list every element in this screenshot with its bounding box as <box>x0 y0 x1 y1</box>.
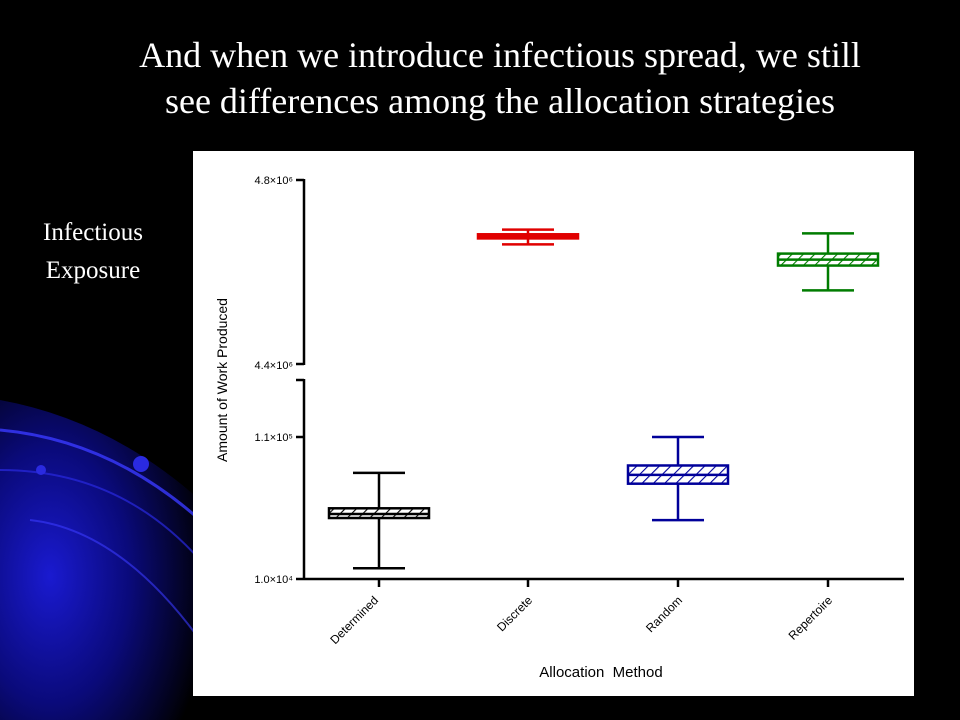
slide-title-line-2: see differences among the allocation str… <box>164 81 836 121</box>
side-label-line-1: Infectious <box>43 219 143 246</box>
slide-title-line-1: And when we introduce infectious spread,… <box>139 35 861 75</box>
background-swoosh-decoration <box>0 400 200 720</box>
y-tick-label: 1.1×10⁵ <box>254 432 293 444</box>
x-axis-label: Allocation Method <box>539 664 662 681</box>
chart-panel: 4.8×10⁶ 4.4×10⁶ 1.1×10⁵ 1.0×10⁴ Amount o… <box>193 151 914 696</box>
x-tick-label-random: Random <box>643 593 685 635</box>
x-tick-label-determined: Determined <box>327 593 381 647</box>
box-plot-series <box>327 228 880 570</box>
y-axis-label: Amount of Work Produced <box>214 298 230 462</box>
y-tick-label: 4.4×10⁶ <box>255 360 293 372</box>
side-label: Infectious Exposure <box>18 214 168 290</box>
y-tick-label: 4.8×10⁶ <box>255 175 293 187</box>
slide-title: And when we introduce infectious spread,… <box>60 32 940 124</box>
side-label-line-2: Exposure <box>45 257 141 284</box>
y-tick-label: 1.0×10⁴ <box>254 574 293 586</box>
x-tick-label-repertoire: Repertoire <box>786 593 836 643</box>
box-plot-chart: 4.8×10⁶ 4.4×10⁶ 1.1×10⁵ 1.0×10⁴ Amount o… <box>214 175 904 681</box>
x-tick-label-discrete: Discrete <box>494 593 535 634</box>
